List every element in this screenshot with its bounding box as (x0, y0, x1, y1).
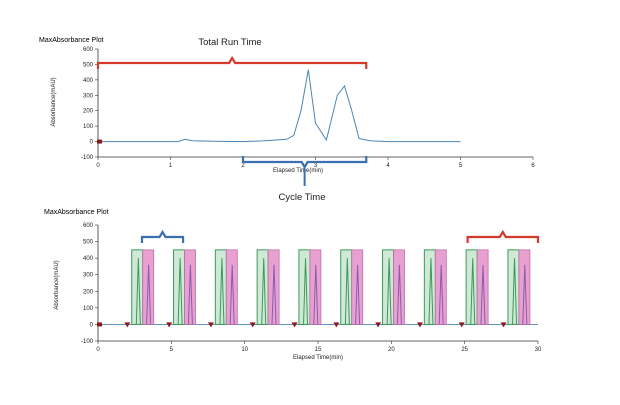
chart2-y-tick-label: 200 (83, 289, 94, 295)
chart1-title: MaxAbsorbance Plot (39, 37, 104, 44)
chart2-x-tick-label: 5 (170, 347, 174, 353)
chart2-peak-2 (146, 264, 152, 325)
chart2-y-tick-label: 0 (90, 322, 94, 328)
chart2-peak-1 (344, 258, 350, 325)
chart2-injection-marker (333, 322, 340, 328)
chart2-peak-2 (396, 264, 402, 325)
chart2-peak-1 (261, 258, 267, 325)
chart2-xlabel: Elapsed Time(min) (293, 355, 343, 361)
cycle-time-label: Cycle Time (279, 192, 326, 203)
chart2-start-marker (97, 322, 102, 327)
chart2-injection-marker (500, 322, 507, 328)
chart1-y-tick-label: 300 (83, 93, 94, 99)
chart1-y-tick-label: 0 (90, 140, 94, 146)
chart1-y-tick-label: 400 (83, 78, 94, 84)
chart2-ylabel: Absorbance(mAU) (54, 260, 60, 309)
cycle-time-bracket (241, 156, 368, 170)
chart2-y-tick-label: 500 (83, 240, 94, 246)
chart1-xlabel: Elapsed Time(min) (273, 168, 323, 174)
chart2-x-tick-label: 25 (461, 347, 468, 353)
chart2-peak-2 (313, 264, 319, 325)
chart2-title: MaxAbsorbance Plot (44, 209, 109, 216)
chart1-x-tick-label: 2 (241, 163, 245, 169)
chart2-injection-marker (207, 322, 214, 328)
chart2-x-tick-label: 30 (535, 347, 542, 353)
chart1-series-line (98, 69, 461, 143)
chart1-x-tick-label: 5 (459, 163, 463, 169)
chart2-peak-2 (229, 264, 235, 325)
total-run-time-label: Total Run Time (198, 37, 261, 48)
chart2-injection-marker (458, 322, 465, 328)
chart2-peak-1 (135, 258, 141, 325)
chart1-ylabel: Absorbance(mAU) (51, 77, 57, 126)
chart1-x-tick-label: 4 (386, 163, 390, 169)
chart2-injection-marker (416, 322, 423, 328)
chart2-y-tick-label: 600 (83, 223, 94, 229)
chart2-peak-1 (177, 258, 183, 325)
chart2-peak-1 (470, 258, 476, 325)
chart2-y-tick-label: 100 (83, 306, 94, 312)
chart2-x-tick-label: 0 (96, 347, 100, 353)
chart2-x-tick-label: 15 (315, 347, 322, 353)
chart2-run-bracket (466, 229, 540, 243)
chart1-start-marker (97, 139, 102, 144)
chart2-injection-marker (291, 322, 298, 328)
chart1-x-tick-label: 3 (314, 163, 318, 169)
chart2-x-tick-label: 10 (241, 347, 248, 353)
chart1-y-tick-label: 100 (83, 124, 94, 130)
chart2-cycle-bracket (140, 229, 185, 243)
chart2-y-tick-label: 300 (83, 273, 94, 279)
chart2-peak-2 (271, 264, 277, 325)
chart2-y-tick-label: -100 (81, 339, 94, 345)
chart2-peak-2 (438, 264, 444, 325)
chart2-peak-1 (428, 258, 434, 325)
total-run-time-bracket (96, 55, 368, 69)
chart2-x-tick-label: 20 (388, 347, 395, 353)
chart2-peak-2 (480, 264, 486, 325)
chart1-y-tick-label: 500 (83, 62, 94, 68)
chart1-y-tick-label: 600 (83, 47, 94, 53)
chart2-peak-1 (512, 258, 518, 325)
chart1-y-tick-label: 200 (83, 109, 94, 115)
chart2-injection-marker (124, 322, 131, 328)
chart1-x-tick-label: 6 (531, 163, 535, 169)
chart2-peak-1 (386, 258, 392, 325)
chart2-peak-1 (303, 258, 309, 325)
chart1-x-tick-label: 0 (96, 163, 100, 169)
chart2-peak-1 (219, 258, 225, 325)
chart2-peak-2 (355, 264, 361, 325)
chart2-peak-2 (187, 264, 193, 325)
chart1-x-tick-label: 1 (169, 163, 173, 169)
chart2-y-tick-label: 400 (83, 256, 94, 262)
chart1-y-tick-label: -100 (81, 155, 94, 161)
chart2-peak-2 (522, 264, 528, 325)
chart2-injection-marker (166, 322, 173, 328)
chart2-injection-marker (375, 322, 382, 328)
chart2-injection-marker (249, 322, 256, 328)
